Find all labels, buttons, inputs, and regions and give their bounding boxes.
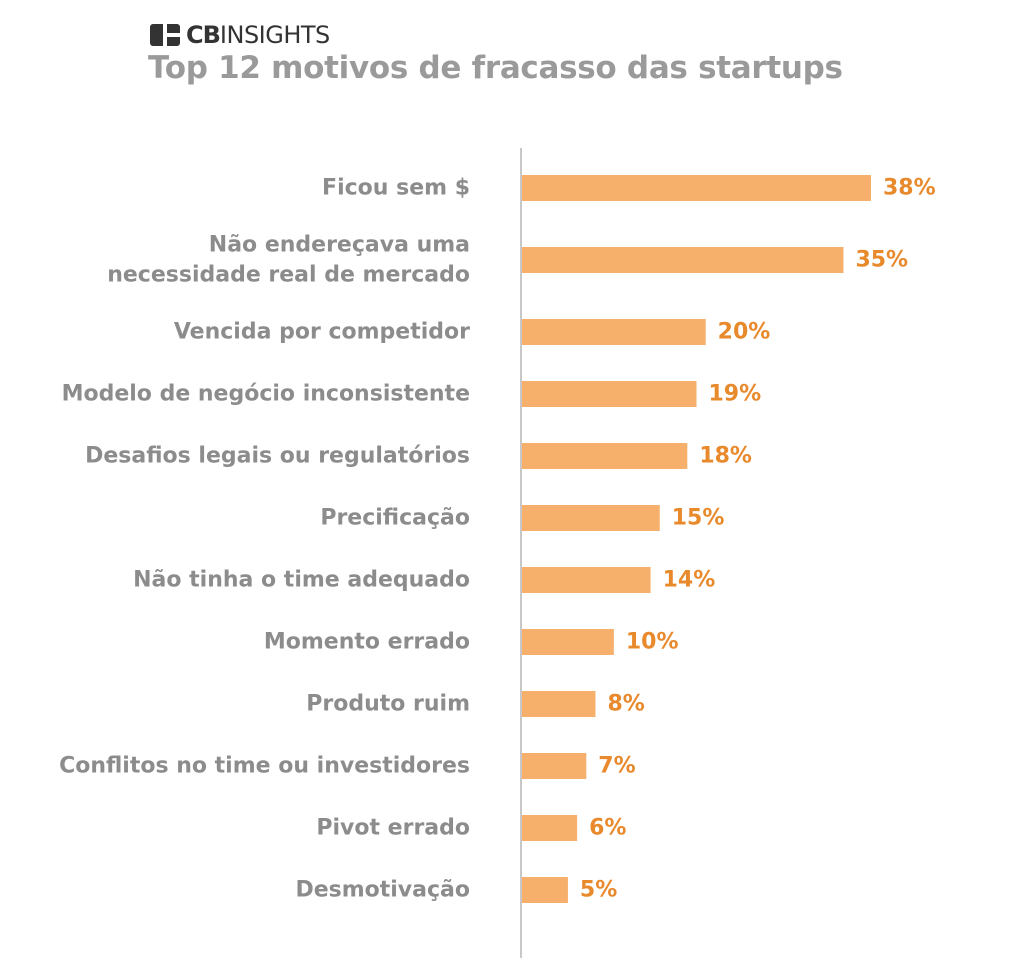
brand-text-bold: CB <box>186 21 221 49</box>
bar <box>522 505 660 531</box>
category-label: Não endereçava uma <box>209 233 470 258</box>
bar <box>522 381 697 407</box>
bar <box>522 753 587 779</box>
value-label: 19% <box>709 382 762 407</box>
category-label: Produto ruim <box>306 692 470 717</box>
value-label: 38% <box>883 176 936 201</box>
value-label: 14% <box>663 568 716 593</box>
category-label: necessidade real de mercado <box>107 263 470 288</box>
brand-logo: CB INSIGHTS <box>150 22 330 48</box>
value-label: 6% <box>589 816 626 841</box>
chart-title: Top 12 motivos de fracasso das startups <box>148 50 843 86</box>
bar <box>522 443 688 469</box>
category-label: Não tinha o time adequado <box>133 568 470 593</box>
value-label: 35% <box>855 248 908 273</box>
value-label: 7% <box>598 754 635 779</box>
category-label: Conflitos no time ou investidores <box>59 754 470 779</box>
bar <box>522 815 578 841</box>
category-label: Pivot errado <box>316 816 470 841</box>
category-label: Precificação <box>320 506 470 531</box>
value-label: 5% <box>580 878 617 903</box>
value-label: 8% <box>607 692 644 717</box>
brand-text-regular: INSIGHTS <box>219 21 330 49</box>
category-label: Ficou sem $ <box>322 176 470 201</box>
category-label: Modelo de negócio inconsistente <box>62 382 470 407</box>
bar <box>522 629 614 655</box>
value-labels-group: 38% 35% 20% 19% 18% 15% 14% 10% 8% 7% 6% 5% <box>580 176 936 903</box>
category-label: Momento errado <box>264 630 470 655</box>
category-label: Desafios legais ou regulatórios <box>85 444 470 469</box>
bar <box>522 567 651 593</box>
cb-logo-icon <box>150 24 180 46</box>
bars-group <box>522 175 871 903</box>
bar <box>522 877 568 903</box>
bar <box>522 319 706 345</box>
value-label: 15% <box>672 506 725 531</box>
category-labels-group: Ficou sem $ Não endereçava uma necessidade… <box>59 176 470 903</box>
value-label: 20% <box>718 320 771 345</box>
category-label: Desmotivação <box>295 878 470 903</box>
value-label: 10% <box>626 630 679 655</box>
bar <box>522 247 844 273</box>
bar <box>522 175 871 201</box>
category-label: Vencida por competidor <box>174 320 470 345</box>
bar <box>522 691 596 717</box>
value-label: 18% <box>699 444 752 469</box>
